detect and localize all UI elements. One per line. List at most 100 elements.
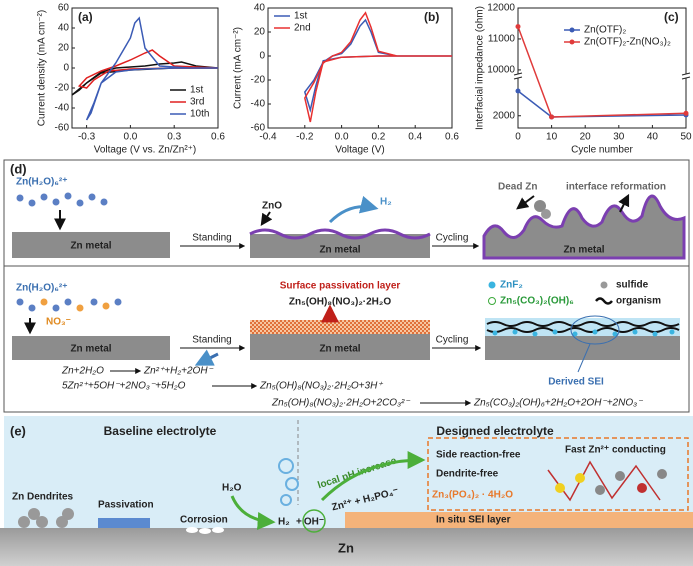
plus: +: [296, 517, 302, 528]
x-axis-label: Voltage (V): [335, 145, 384, 156]
y-tick-label: -40: [251, 99, 266, 110]
x-tick-label: -0.4: [259, 132, 277, 143]
step-label: Standing: [192, 233, 231, 244]
ions: [16, 298, 122, 312]
section-title: Designed electrolyte: [436, 424, 554, 438]
ion-label: Zn(H₂O)₆²⁺: [16, 283, 67, 294]
axis-break: [681, 76, 691, 80]
legend-label: 1st: [190, 85, 204, 96]
equation: Zn²⁺+H₂+2OH⁻: [143, 366, 214, 377]
y-tick-label: 10000: [487, 65, 515, 76]
y-tick-label: 12000: [487, 3, 515, 14]
y-axis-label: Interfacial impedance (ohm): [475, 6, 486, 130]
data-point: [515, 88, 521, 94]
organism-layer: [486, 321, 680, 333]
x-tick-label: 0.0: [335, 132, 349, 143]
dead-zn-label: Dead Zn: [498, 182, 537, 193]
legend-label: Zn₅(CO₃)₂(OH)₆: [500, 296, 574, 307]
y-tick-label: 60: [58, 3, 70, 14]
legend-label: 2nd: [294, 23, 311, 34]
sei-layer: [345, 512, 693, 528]
arrow: [194, 349, 219, 366]
series-line: [71, 61, 219, 96]
dendrites: [18, 508, 74, 528]
y-tick-label: 0: [63, 63, 69, 74]
panel-label: (e): [10, 423, 26, 438]
legend-marker: [569, 39, 575, 45]
corrosion-pits: [186, 527, 224, 534]
y-tick-label: -20: [55, 83, 70, 94]
y-tick-label: 20: [58, 43, 70, 54]
panel-frame: [3, 159, 690, 413]
x-tick-label: 20: [580, 132, 592, 143]
x-tick-label: 30: [613, 132, 625, 143]
x-tick-label: 50: [680, 132, 692, 143]
oh-label: OH⁻: [304, 517, 324, 528]
series-line: [77, 49, 219, 89]
legend-dot: [600, 281, 608, 289]
panel-label: (b): [424, 10, 439, 24]
feature: Fast Zn²⁺ conducting: [565, 445, 666, 456]
sei-label: Derived SEI: [548, 377, 604, 388]
passivation-label: Surface passivation layer: [280, 281, 401, 292]
y-tick-label: 40: [58, 23, 70, 34]
reform-label: interface reformation: [566, 182, 666, 193]
y-tick-label: 2000: [493, 110, 516, 121]
y-tick-label: -60: [251, 123, 266, 134]
x-tick-label: 40: [647, 132, 659, 143]
data-point: [549, 114, 555, 120]
x-tick-label: 0.0: [123, 132, 137, 143]
zn-floor: [0, 528, 693, 566]
slab-label: Zn metal: [70, 344, 111, 355]
legend-label: 10th: [190, 109, 209, 120]
sei-label: In situ SEI layer: [436, 515, 511, 526]
slab-label: Zn metal: [563, 245, 604, 256]
y-tick-label: -40: [55, 103, 70, 114]
ion-label: Zn(H₂O)₆²⁺: [16, 177, 67, 188]
panel-d: (d) Zn(H₂O)₆²⁺ Zn metal Standing ZnO H₂ …: [3, 159, 690, 413]
legend-label: Zn(OTF)₂-Zn(NO₃)₂: [584, 37, 671, 48]
feature: Side reaction-free: [436, 450, 521, 461]
data-point: [515, 24, 521, 30]
y-tick-label: 20: [254, 27, 266, 38]
sei-highlight: [570, 315, 620, 345]
y-axis-label: Current (mA cm⁻²): [233, 27, 244, 109]
series-line: [85, 16, 218, 121]
plot-frame: [517, 7, 687, 129]
x-tick-label: 0.2: [371, 132, 385, 143]
slab-label: Zn metal: [319, 245, 360, 256]
arrow: [260, 211, 273, 226]
item-label: Corrosion: [180, 515, 228, 526]
axis-break: [681, 72, 691, 76]
zno-layer: [249, 228, 431, 240]
y-tick-label: -20: [251, 75, 266, 86]
slab-label: Zn metal: [319, 344, 360, 355]
ions: [16, 192, 108, 207]
dead-zn: [534, 200, 546, 212]
crystal: [547, 460, 667, 502]
legend-label: organism: [616, 296, 661, 307]
legend-label: sulfide: [616, 280, 649, 291]
legend-dot: [488, 297, 496, 305]
legend-label: 1st: [294, 11, 308, 22]
equation: Zn₅(OH)₈(NO₃)₂·2H₂O+2CO₃²⁻: [271, 398, 410, 409]
y-axis-label: Current density (mA cm⁻²): [37, 10, 48, 126]
step-label: Cycling: [436, 233, 469, 244]
leader: [577, 343, 591, 373]
legend-label: Zn(OTF)₂: [584, 25, 626, 36]
data-point: [683, 110, 689, 116]
legend-label: 3rd: [190, 97, 204, 108]
charts: -0.3 0.0 0.3 0.6 -60 -40 -20 0 20 40 60 Voltage (V …: [37, 3, 692, 156]
x-tick-label: 0: [515, 132, 521, 143]
bubbles: [278, 458, 299, 506]
legend-dot: [488, 281, 496, 289]
passivation-layer: [98, 518, 150, 528]
water-label: H₂O: [222, 483, 242, 494]
zn-slab: [12, 336, 170, 360]
zn-label: Zn: [338, 540, 354, 555]
step-label: Standing: [192, 335, 231, 346]
legend-marker: [569, 27, 575, 33]
panel-e: (e) Baseline electrolyte Designed electr…: [0, 416, 693, 566]
section-title: Baseline electrolyte: [104, 424, 217, 438]
zn-slab: [250, 334, 430, 360]
